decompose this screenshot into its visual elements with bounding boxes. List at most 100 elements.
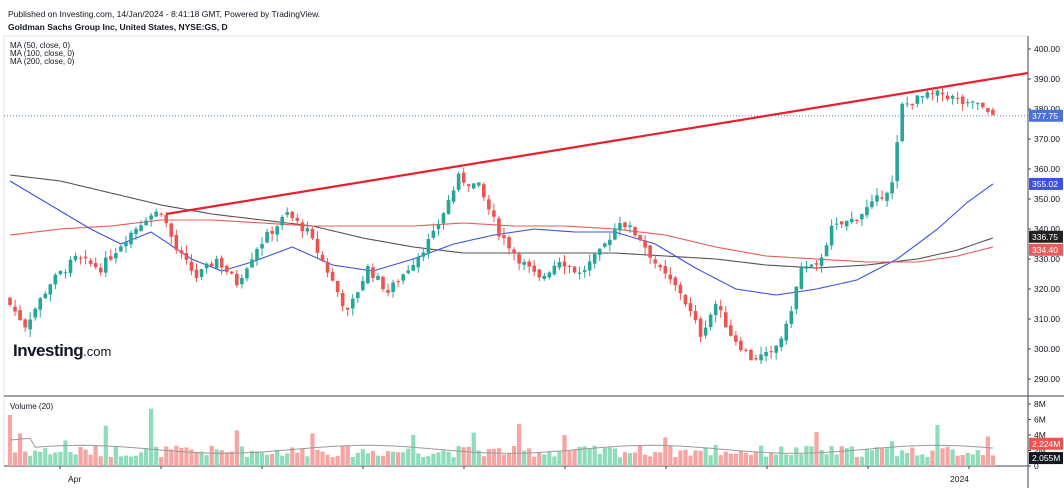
- volume-bar: [708, 455, 713, 466]
- volume-bar: [985, 436, 990, 466]
- volume-bar: [451, 457, 456, 466]
- candle-body: [411, 264, 416, 271]
- volume-bar: [43, 448, 48, 466]
- candle-body: [199, 269, 204, 277]
- candle-body: [819, 257, 824, 266]
- volume-bar: [401, 452, 406, 466]
- candle-body: [839, 221, 844, 225]
- volume-bar: [688, 455, 693, 466]
- volume-bar: [461, 447, 466, 466]
- y-tick-label: 320.00: [1034, 284, 1060, 294]
- volume-bar: [471, 432, 476, 466]
- volume-bar: [874, 447, 880, 466]
- candle-body: [13, 306, 17, 312]
- candle-body: [401, 274, 405, 281]
- ma200-legend[interactable]: MA (200, close, 0): [10, 57, 75, 66]
- published-note: Published on Investing.com, 14/Jan/2024 …: [8, 9, 321, 19]
- candle-body: [784, 323, 789, 341]
- volume-bar: [779, 446, 784, 466]
- volume-bar: [965, 452, 970, 466]
- volume-bar: [486, 448, 491, 466]
- volume-bar: [653, 452, 658, 466]
- volume-bar: [310, 433, 315, 466]
- volume-bar: [441, 450, 446, 466]
- vol-y-tick-label: 4M: [1034, 430, 1046, 440]
- candle-body: [678, 284, 683, 294]
- volume-bar: [169, 449, 174, 466]
- volume-bar: [597, 453, 602, 466]
- candle-body: [628, 225, 632, 227]
- candle-body: [169, 223, 174, 237]
- volume-bar: [249, 450, 255, 466]
- candle-body: [214, 258, 219, 269]
- candle-body: [789, 311, 794, 324]
- candle-body: [229, 271, 234, 274]
- volume-bar: [406, 448, 411, 466]
- candle-body: [577, 272, 582, 274]
- candle-body: [381, 276, 385, 290]
- candle-body: [986, 108, 990, 112]
- candle-body: [567, 265, 572, 267]
- ma100-legend[interactable]: MA (100, close, 0): [10, 49, 75, 58]
- volume-bar: [940, 448, 945, 466]
- candle-body: [184, 253, 189, 260]
- candle-body: [325, 262, 330, 273]
- candle-body: [416, 256, 421, 268]
- volume-bar: [476, 450, 481, 466]
- volume-bar: [804, 445, 809, 466]
- y-tick-label: 400.00: [1034, 44, 1060, 54]
- volume-bar: [128, 456, 134, 466]
- volume-bar: [900, 450, 905, 466]
- candle-body: [557, 262, 562, 268]
- candle-body: [497, 218, 501, 237]
- volume-bar: [789, 455, 794, 466]
- volume-bar: [905, 452, 910, 466]
- candle-body: [335, 280, 340, 293]
- volume-bar: [814, 431, 819, 466]
- volume-bar: [143, 448, 149, 466]
- candle-body: [970, 101, 975, 103]
- volume-bar: [869, 450, 875, 466]
- candle-body: [718, 306, 723, 311]
- candle-body: [880, 197, 884, 199]
- volume-bar: [446, 451, 451, 466]
- volume-bar: [753, 451, 759, 466]
- candle-body: [653, 259, 657, 264]
- ma100-line: [9, 219, 994, 263]
- volume-bar: [824, 454, 829, 466]
- candle-body: [950, 96, 955, 99]
- candle-body: [461, 172, 466, 183]
- candle-body: [991, 109, 995, 115]
- ma50-line: [9, 180, 994, 296]
- volume-bar: [244, 456, 250, 466]
- candle-body: [406, 270, 411, 274]
- volume-bar: [138, 452, 144, 466]
- tag-label-last: 377.75: [1032, 111, 1058, 121]
- candle-body: [688, 303, 693, 312]
- candle-body: [144, 220, 148, 226]
- candle-body: [129, 232, 133, 245]
- volume-bar: [370, 450, 376, 466]
- candle-body: [73, 255, 78, 260]
- volume-bar: [416, 453, 421, 466]
- candle-body: [426, 239, 431, 253]
- tag-label-ma50: 355.02: [1032, 179, 1058, 189]
- volume-bar: [960, 454, 965, 466]
- ma50-legend[interactable]: MA (50, close, 0): [10, 41, 71, 50]
- candle-body: [754, 358, 758, 360]
- candle-body: [592, 253, 597, 264]
- volume-bar: [335, 456, 340, 466]
- volume-bar: [380, 456, 386, 466]
- volume-bar: [496, 448, 502, 466]
- tag-last: [1029, 109, 1063, 122]
- volume-legend[interactable]: Volume (20): [10, 402, 54, 411]
- volume-bar: [234, 430, 239, 466]
- volume-bar: [607, 447, 612, 466]
- ma200-line: [9, 174, 994, 269]
- volume-bar: [164, 446, 169, 466]
- candle-body: [164, 215, 169, 224]
- candle-body: [774, 345, 778, 353]
- candle-body: [88, 260, 93, 264]
- volume-bar: [360, 449, 365, 466]
